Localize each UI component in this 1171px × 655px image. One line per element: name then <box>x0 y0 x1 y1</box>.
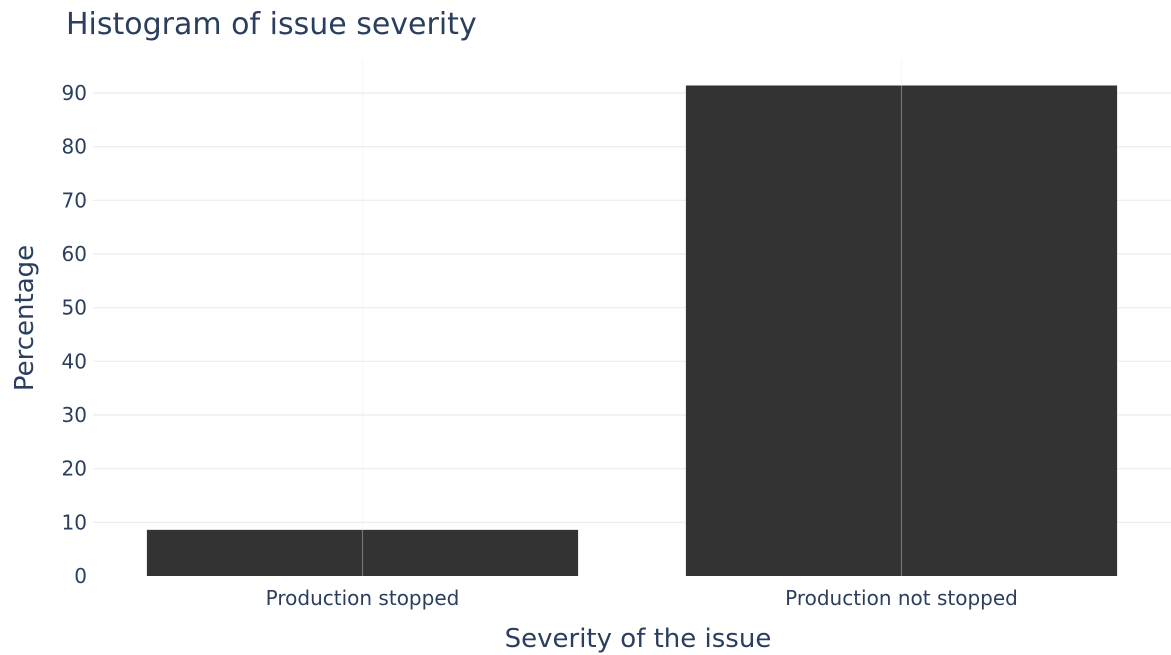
y-tick-label: 80 <box>62 135 87 159</box>
x-gridlines <box>361 60 903 576</box>
y-tick-labels: 0 10 20 30 40 50 60 70 80 90 <box>62 81 87 588</box>
y-tick-label: 60 <box>62 242 87 266</box>
x-axis-title: Severity of the issue <box>505 624 772 654</box>
bars <box>146 85 1118 576</box>
y-tick-label: 10 <box>62 510 87 534</box>
x-tick-label: Production stopped <box>266 586 460 610</box>
y-tick-label: 40 <box>62 349 87 373</box>
y-tick-label: 70 <box>62 188 87 212</box>
y-tick-label: 20 <box>62 457 87 481</box>
y-tick-label: 30 <box>62 403 87 427</box>
y-axis-title: Percentage <box>10 245 40 391</box>
y-tick-label: 90 <box>62 81 87 105</box>
y-tick-label: 0 <box>74 564 87 588</box>
bar <box>685 85 1118 576</box>
chart-title: Histogram of issue severity <box>66 7 477 42</box>
y-gridlines <box>93 92 1171 523</box>
x-tick-label: Production not stopped <box>785 586 1018 610</box>
y-tick-label: 50 <box>62 296 87 320</box>
x-tick-labels: Production stopped Production not stopped <box>266 586 1018 610</box>
bar <box>146 529 579 576</box>
